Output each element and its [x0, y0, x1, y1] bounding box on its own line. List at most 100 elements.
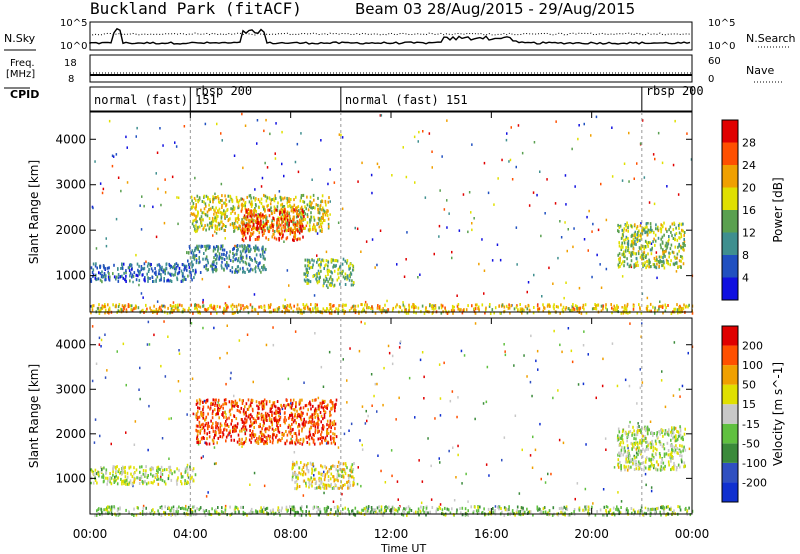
heatmap-cell — [272, 433, 274, 437]
heatmap-cell — [643, 439, 645, 443]
heatmap-cell — [321, 208, 323, 212]
heatmap-cell — [303, 210, 305, 213]
heatmap-cell — [289, 425, 292, 429]
heatmap-cell — [367, 507, 370, 511]
heatmap-cell — [150, 263, 152, 266]
heatmap-cell — [255, 253, 258, 257]
heatmap-cell — [221, 266, 223, 270]
heatmap-cell — [333, 419, 336, 423]
heatmap-cell — [602, 307, 604, 311]
heatmap-cell — [261, 265, 263, 269]
heatmap-cell — [514, 414, 517, 417]
heatmap-cell — [201, 277, 204, 281]
heatmap-cell — [125, 271, 127, 274]
heatmap-cell — [279, 410, 281, 414]
heatmap-cell — [632, 304, 635, 308]
heatmap-cell — [298, 307, 300, 311]
heatmap-cell — [135, 253, 137, 257]
heatmap-cell — [584, 303, 587, 307]
heatmap-cell — [637, 449, 640, 453]
heatmap-cell — [100, 469, 103, 473]
heatmap-cell — [159, 468, 161, 471]
heatmap-cell — [252, 225, 255, 228]
heatmap-cell — [202, 304, 204, 308]
heatmap-cell — [105, 468, 108, 472]
heatmap-cell — [289, 441, 291, 445]
heatmap-cell — [230, 402, 233, 406]
heatmap-cell — [225, 198, 227, 202]
heatmap-cell — [382, 403, 384, 407]
heatmap-cell — [465, 308, 468, 312]
heatmap-cell — [91, 325, 94, 328]
heatmap-cell — [646, 307, 648, 311]
heatmap-cell — [291, 230, 294, 234]
heatmap-cell — [676, 437, 679, 441]
heatmap-cell — [374, 266, 376, 269]
heatmap-cell — [126, 146, 128, 149]
heatmap-cell — [251, 399, 254, 403]
heatmap-cell — [213, 305, 215, 309]
heatmap-cell — [216, 311, 218, 315]
heatmap-cell — [316, 421, 319, 425]
heatmap-cell — [143, 262, 146, 266]
heatmap-cell — [602, 357, 604, 361]
heatmap-cell — [646, 440, 649, 444]
heatmap-cell — [321, 200, 324, 203]
heatmap-cell — [309, 415, 312, 419]
heatmap-cell — [377, 454, 379, 457]
heatmap-cell — [642, 228, 645, 232]
heatmap-cell — [268, 414, 270, 417]
heatmap-cell — [499, 311, 501, 315]
heatmap-cell — [283, 432, 285, 436]
heatmap-cell — [162, 144, 164, 147]
heatmap-cell — [357, 304, 359, 308]
heatmap-cell — [219, 406, 222, 410]
heatmap-cell — [130, 304, 133, 308]
heatmap-cell — [634, 223, 636, 227]
heatmap-cell — [645, 447, 647, 451]
heatmap-cell — [187, 481, 189, 485]
heatmap-cell — [644, 466, 647, 470]
heatmap-cell — [228, 431, 230, 435]
heatmap-cell — [104, 311, 106, 315]
heatmap-cell — [215, 261, 218, 265]
heatmap-cell — [286, 201, 289, 205]
heatmap-cell — [241, 220, 243, 224]
heatmap-cell — [664, 432, 666, 436]
heatmap-cell — [269, 197, 271, 201]
heatmap-cell — [195, 303, 198, 307]
heatmap-cell — [126, 475, 129, 479]
heatmap-cell — [142, 296, 144, 299]
heatmap-cell — [637, 250, 640, 254]
heatmap-cell — [207, 246, 210, 250]
heatmap-cell — [244, 425, 247, 429]
heatmap-cell — [201, 436, 203, 440]
heatmap-cell — [121, 465, 124, 469]
heatmap-cell — [257, 441, 260, 445]
heatmap-cell — [439, 507, 441, 511]
heatmap-cell — [671, 467, 673, 471]
heatmap-cell — [242, 255, 244, 259]
heatmap-cell — [658, 452, 661, 455]
heatmap-cell — [228, 285, 230, 289]
heatmap-cell — [233, 154, 236, 157]
heatmap-cell — [666, 229, 668, 233]
heatmap-cell — [627, 224, 630, 228]
heatmap-cell — [210, 224, 212, 228]
heatmap-cell — [239, 260, 241, 264]
heatmap-cell — [526, 307, 529, 311]
heatmap-cell — [112, 473, 114, 477]
heatmap-cell — [131, 475, 134, 479]
heatmap-cell — [270, 226, 272, 229]
heatmap-cell — [229, 377, 232, 380]
heatmap-cell — [251, 432, 253, 436]
heatmap-cell — [323, 415, 326, 419]
heatmap-cell — [121, 479, 123, 483]
heatmap-cell — [261, 252, 264, 256]
heatmap-cell — [160, 273, 162, 276]
heatmap-cell — [670, 438, 672, 442]
heatmap-cell — [630, 240, 633, 243]
heatmap-cell — [208, 225, 211, 229]
heatmap-cell — [260, 270, 262, 274]
heatmap-cell — [605, 267, 608, 271]
